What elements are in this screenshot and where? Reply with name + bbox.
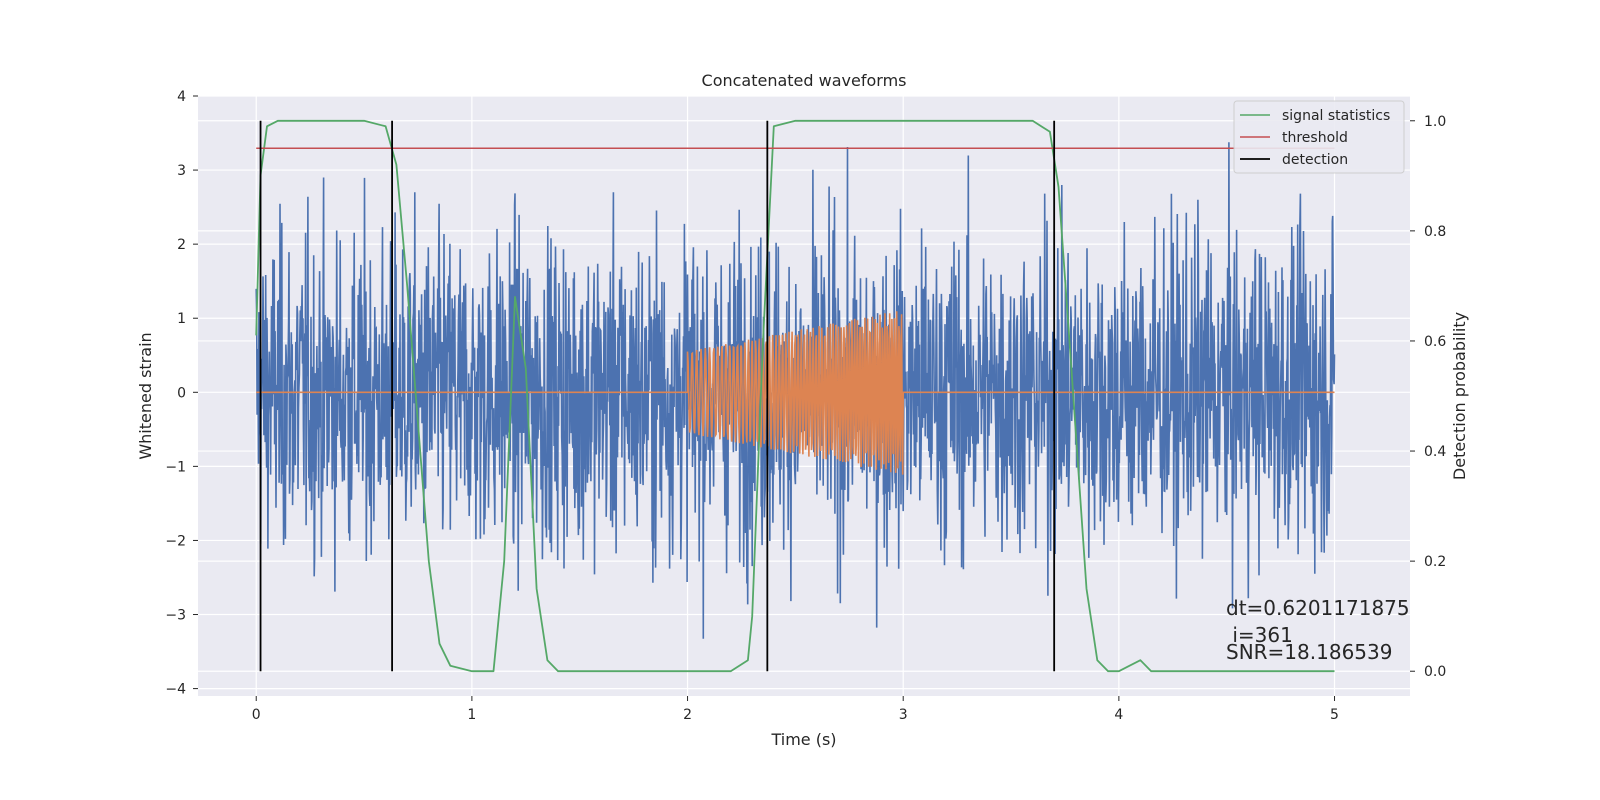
x-tick-label: 5 <box>1330 707 1339 723</box>
y-tick-label: 4 <box>177 89 186 105</box>
x-tick-label: 2 <box>683 707 692 723</box>
legend: signal statistics threshold detection <box>1233 100 1405 174</box>
x-axis-label: Time (s) <box>770 730 836 749</box>
legend-label-statistics: signal statistics <box>1282 108 1390 124</box>
detection-lines <box>259 120 1056 672</box>
legend-label-detection: detection <box>1282 152 1348 168</box>
y2-tick-label: 1.0 <box>1424 114 1446 130</box>
legend-box <box>1233 100 1405 174</box>
y-tick-label: 3 <box>177 163 186 179</box>
y-tick-label: −1 <box>165 459 186 475</box>
x-tick-label: 1 <box>467 707 476 723</box>
injected-line <box>256 311 1335 475</box>
x-tick-label: 4 <box>1114 707 1123 723</box>
y-tick-label: −3 <box>165 608 186 624</box>
y-tick-label: 1 <box>177 311 186 327</box>
signal-statistics-series <box>255 119 1335 673</box>
x-tick-label: 0 <box>252 707 261 723</box>
y-tick-label: −2 <box>165 533 186 549</box>
statistics-line <box>255 119 1335 673</box>
chart-title: Concatenated waveforms <box>702 71 907 90</box>
annotation-index: i=361 <box>1226 623 1293 647</box>
y2-tick-label: 0.0 <box>1424 664 1446 680</box>
y-tick-label: 2 <box>177 237 186 253</box>
annotation-snr: SNR=18.186539 <box>1226 640 1392 664</box>
x-tick-label: 3 <box>899 707 908 723</box>
y2-tick-label: 0.2 <box>1424 554 1446 570</box>
y2-tick-label: 0.4 <box>1424 444 1446 460</box>
y2-tick-label: 0.6 <box>1424 334 1446 350</box>
legend-label-threshold: threshold <box>1282 130 1348 146</box>
strain-line <box>255 142 1336 639</box>
y-tick-label: 0 <box>177 385 186 401</box>
y2-tick-label: 0.8 <box>1424 224 1446 240</box>
annotation-dt: dt=0.6201171875 <box>1226 596 1410 620</box>
strain-series <box>255 142 1336 639</box>
y2-axis-label: Detection probability <box>1450 312 1469 480</box>
y-tick-label: −4 <box>165 682 186 698</box>
injected-series <box>256 311 1335 475</box>
y-axis-label: Whitened strain <box>136 332 155 459</box>
tick-labels: 0 1 2 3 4 5 −4 −3 −2 −1 0 1 2 3 4 0.0 0.2 0.4 0.6 0.8 1.0 <box>165 89 1446 723</box>
